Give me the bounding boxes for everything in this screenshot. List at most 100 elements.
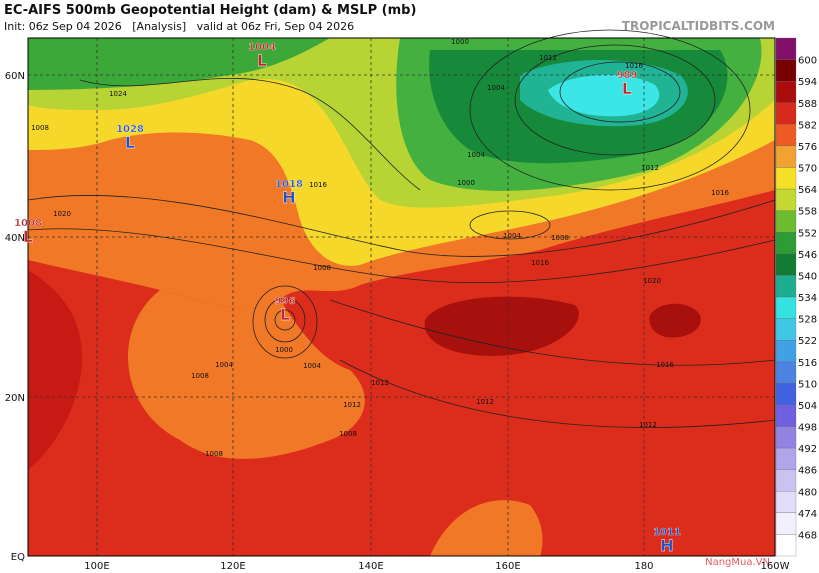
pressure-value: 1028 <box>116 124 144 135</box>
colorbar-label: 522 <box>798 336 817 347</box>
colorbar-cell <box>775 491 797 513</box>
shade-594-b <box>649 303 701 338</box>
lon-label: 160W <box>761 561 790 572</box>
colorbar-label: 570 <box>798 164 817 175</box>
colorbar-cell <box>775 383 797 406</box>
isobar-label: 1016 <box>531 259 549 267</box>
pressure-value: 1018 <box>275 179 303 190</box>
colorbar-cell <box>775 512 797 535</box>
isobar-label: 1008 <box>191 372 209 380</box>
colorbar-cell <box>775 124 797 147</box>
low-marker: L <box>257 51 267 70</box>
isobar-label: 1016 <box>625 62 643 70</box>
colorbar-cell <box>775 232 797 254</box>
colorbar-cell <box>775 37 797 60</box>
colorbar-label: 486 <box>798 466 817 477</box>
colorbar-label: 558 <box>798 207 817 218</box>
colorbar-cell <box>775 296 797 319</box>
isobar-label: 1024 <box>109 90 127 98</box>
isobar-label: 1012 <box>476 398 494 406</box>
colorbar-label: 546 <box>798 250 817 261</box>
lon-label: 100E <box>84 561 109 572</box>
colorbar-label: 588 <box>798 99 817 110</box>
subtitle: Init: 06z Sep 04 2026 [Analysis] valid a… <box>4 20 354 33</box>
isobar-label: 1016 <box>656 361 674 369</box>
colorbar-label: 498 <box>798 423 817 434</box>
isobar-label: 1008 <box>339 430 357 438</box>
isobar-label: 1000 <box>451 38 469 46</box>
isobar-label: 1020 <box>643 277 661 285</box>
colorbar-label: 528 <box>798 315 817 326</box>
brand: TROPICALTIDBITS.COM <box>622 19 775 33</box>
pressure-value: 996 <box>275 296 296 307</box>
isobar-label: 1016 <box>711 189 729 197</box>
colorbar-label: 474 <box>798 509 817 520</box>
isobar-label: 1000 <box>275 346 293 354</box>
shade-582-eq <box>430 500 543 556</box>
isobar-label: 1004 <box>487 84 505 92</box>
isobar-label: 1004 <box>467 151 485 159</box>
high-marker: H <box>282 188 295 207</box>
shade-588-land <box>28 270 82 470</box>
pressure-value: 1011 <box>653 527 681 538</box>
lat-label: 40N <box>5 233 25 244</box>
shade-582-land <box>175 149 319 274</box>
pressure-value: 1004 <box>248 42 276 53</box>
isobar-label: 1008 <box>31 124 49 132</box>
lat-label: 20N <box>5 393 25 404</box>
isobar-label: 1016 <box>309 181 327 189</box>
colorbar-cell <box>775 167 797 190</box>
colorbar-label: 516 <box>798 358 817 369</box>
low-marker: L <box>23 227 33 246</box>
isobar-label: 1020 <box>53 210 71 218</box>
colorbar-cell <box>775 361 797 384</box>
colorbar-cell <box>775 318 797 341</box>
lat-label: 60N <box>5 71 25 82</box>
isobar-label: 1000 <box>457 179 475 187</box>
colorbar: 600 594 588 582 576 570 564 558 552 546 540 534 528 5… <box>775 37 817 557</box>
shade-594-a <box>424 296 579 356</box>
colorbar-label: 480 <box>798 487 817 498</box>
low-marker: L <box>125 133 135 152</box>
colorbar-cell <box>775 404 797 427</box>
colorbar-label: 564 <box>798 185 817 196</box>
colorbar-cell <box>775 534 797 557</box>
colorbar-cell <box>775 102 797 125</box>
colorbar-label: 534 <box>798 293 817 304</box>
colorbar-cell <box>775 275 797 298</box>
isobar-label: 1012 <box>639 421 657 429</box>
isobar-label: 1004 <box>303 362 321 370</box>
height-shading <box>28 38 775 556</box>
title: EC-AIFS 500mb Geopotential Height (dam) … <box>4 3 416 18</box>
isobar-label: 1008 <box>205 450 223 458</box>
isobars <box>27 29 776 428</box>
colorbar-cell <box>775 340 797 362</box>
colorbar-label: 582 <box>798 120 817 131</box>
isobar-label: 1012 <box>641 164 659 172</box>
colorbar-cell <box>775 426 797 449</box>
colorbar-label: 594 <box>798 77 817 88</box>
isobar-label: 1012 <box>539 54 557 62</box>
isobar-label: 1008 <box>551 234 569 242</box>
colorbar-cell <box>775 469 797 492</box>
colorbar-cell <box>775 253 797 276</box>
isobar-label: 1004 <box>503 232 521 240</box>
colorbar-cell <box>775 145 797 168</box>
map-frame <box>27 37 776 557</box>
shade-558-west <box>28 38 330 90</box>
lat-label: EQ <box>11 552 25 563</box>
lon-label: 140E <box>358 561 383 572</box>
watermark: NangMua.VN <box>705 557 770 568</box>
colorbar-label: 510 <box>798 379 817 390</box>
pressure-value: 1008 <box>14 218 42 229</box>
lon-label: 120E <box>220 561 245 572</box>
graticule <box>28 38 775 556</box>
lon-label: 160E <box>495 561 520 572</box>
pressure-value: 989 <box>617 70 638 81</box>
low-marker: L <box>280 305 290 324</box>
isobar-label: 1012 <box>371 379 389 387</box>
colorbar-cell <box>775 210 797 233</box>
isobar-label: 1004 <box>215 361 233 369</box>
colorbar-label: 576 <box>798 142 817 153</box>
